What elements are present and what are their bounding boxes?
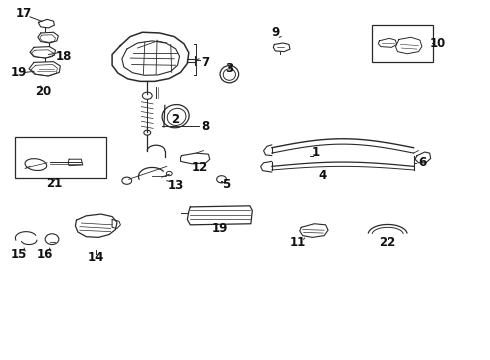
Text: 15: 15 (11, 248, 27, 261)
Text: 21: 21 (47, 177, 63, 190)
Text: 1: 1 (312, 145, 320, 158)
Text: 4: 4 (318, 169, 326, 182)
Text: 7: 7 (201, 56, 209, 69)
Bar (372, 25, 433, 62)
Text: 9: 9 (271, 27, 279, 40)
Text: 10: 10 (430, 36, 446, 50)
Text: 6: 6 (418, 156, 426, 169)
Text: 2: 2 (172, 113, 180, 126)
Text: 5: 5 (222, 178, 231, 191)
Bar (15, 137, 106, 178)
Text: 8: 8 (201, 120, 209, 133)
Text: 19: 19 (211, 221, 228, 235)
Text: 20: 20 (36, 85, 52, 98)
Text: 3: 3 (225, 62, 233, 75)
Text: 13: 13 (168, 179, 184, 192)
Text: 12: 12 (192, 161, 208, 174)
Text: 16: 16 (36, 248, 53, 261)
Text: 19: 19 (11, 66, 27, 79)
Text: 17: 17 (16, 7, 32, 20)
Text: 11: 11 (290, 236, 306, 249)
Text: 14: 14 (88, 251, 104, 264)
Text: 22: 22 (380, 236, 396, 249)
Text: 18: 18 (56, 50, 73, 63)
